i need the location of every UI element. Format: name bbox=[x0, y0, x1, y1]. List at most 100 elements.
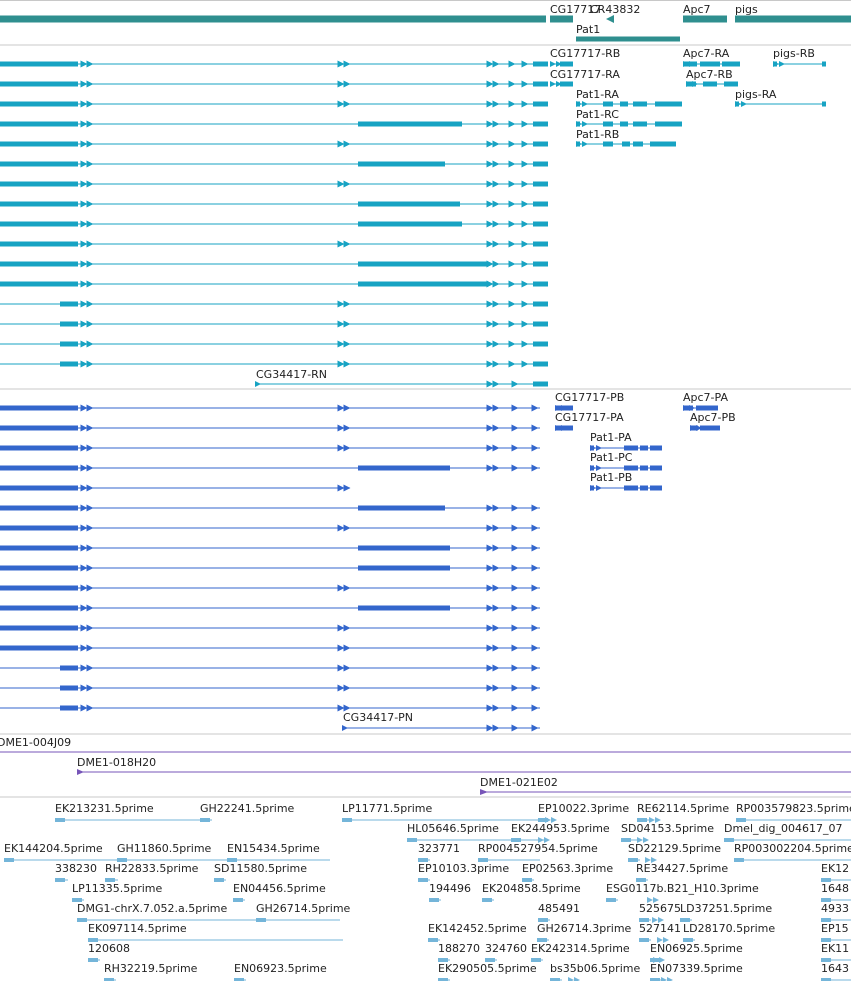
est-label[interactable]: EN06923.5prime bbox=[234, 962, 327, 975]
strand-arrow bbox=[508, 140, 516, 148]
transcript-label[interactable]: Apc7-RA bbox=[683, 47, 730, 60]
gene-label[interactable]: Pat1 bbox=[576, 23, 600, 36]
strand-arrow bbox=[508, 60, 516, 68]
est-label[interactable]: 1648 bbox=[821, 882, 849, 895]
transcript-label[interactable]: Pat1-RB bbox=[576, 128, 619, 141]
strand-arrow bbox=[80, 240, 88, 248]
transcript-label[interactable]: pigs-RB bbox=[773, 47, 815, 60]
est-label[interactable]: LD37251.5prime bbox=[680, 902, 772, 915]
est-label[interactable]: bs35b06.5prime bbox=[550, 962, 640, 975]
est-label[interactable]: SD11580.5prime bbox=[214, 862, 307, 875]
est-label[interactable]: Dmel_dig_004617_07 bbox=[724, 822, 843, 835]
est-label[interactable]: EK244953.5prime bbox=[511, 822, 610, 835]
est-label[interactable]: LD28170.5prime bbox=[683, 922, 775, 935]
est-label[interactable]: EK144204.5prime bbox=[4, 842, 103, 855]
strand-arrow bbox=[582, 141, 588, 147]
est-label[interactable]: 527141 bbox=[639, 922, 681, 935]
strand-arrow bbox=[486, 424, 494, 432]
est-label[interactable]: 194496 bbox=[429, 882, 471, 895]
est-label[interactable]: EK204858.5prime bbox=[482, 882, 581, 895]
gene-label[interactable]: pigs bbox=[735, 3, 758, 16]
transcript-label[interactable]: pigs-RA bbox=[735, 88, 777, 101]
est-label[interactable]: RP003002204.5prime bbox=[734, 842, 851, 855]
exon-block bbox=[358, 281, 488, 287]
transcript-label[interactable]: Apc7-RB bbox=[686, 68, 733, 81]
est-label[interactable]: EK242314.5prime bbox=[531, 942, 630, 955]
protein-label[interactable]: Pat1-PB bbox=[590, 471, 632, 484]
protein-label[interactable]: Apc7-PA bbox=[683, 391, 728, 404]
est-label[interactable]: GH26714.5prime bbox=[256, 902, 351, 915]
est-label[interactable]: EK11 bbox=[821, 942, 849, 955]
est-label[interactable]: 323771 bbox=[418, 842, 460, 855]
est-label[interactable]: LP11335.5prime bbox=[72, 882, 163, 895]
strand-arrow bbox=[343, 180, 351, 188]
protein-label[interactable]: Pat1-PA bbox=[590, 431, 632, 444]
est-label[interactable]: EN04456.5prime bbox=[233, 882, 326, 895]
est-label[interactable]: GH22241.5prime bbox=[200, 802, 295, 815]
transcript-label[interactable]: CG34417-RN bbox=[256, 368, 327, 381]
est-label[interactable]: 4933 bbox=[821, 902, 849, 915]
est-label[interactable]: 1643 bbox=[821, 962, 849, 975]
est-label[interactable]: RH32219.5prime bbox=[104, 962, 198, 975]
est-label[interactable]: RP003579823.5prime bbox=[736, 802, 851, 815]
est-label[interactable]: EN15434.5prime bbox=[227, 842, 320, 855]
clone-label[interactable]: DME1-004J09 bbox=[0, 736, 71, 749]
est-label[interactable]: LP11771.5prime bbox=[342, 802, 433, 815]
strand-arrow bbox=[649, 817, 655, 823]
est-label[interactable]: RE34427.5prime bbox=[636, 862, 728, 875]
transcript-label[interactable]: Pat1-RA bbox=[576, 88, 619, 101]
est-label[interactable]: EK142452.5prime bbox=[428, 922, 527, 935]
strand-arrow bbox=[337, 424, 345, 432]
strand-arrow bbox=[735, 101, 741, 107]
est-label[interactable]: EN07339.5prime bbox=[650, 962, 743, 975]
strand-arrow bbox=[486, 524, 494, 532]
strand-arrow bbox=[337, 320, 345, 328]
est-label[interactable]: 485491 bbox=[538, 902, 580, 915]
strand-arrow bbox=[80, 444, 88, 452]
transcript-label[interactable]: CG17717-RA bbox=[550, 68, 620, 81]
est-label[interactable]: 338230 bbox=[55, 862, 97, 875]
strand-arrow bbox=[486, 220, 494, 228]
strand-arrow bbox=[508, 280, 516, 288]
est-label[interactable]: GH26714.3prime bbox=[537, 922, 632, 935]
est-label[interactable]: ESG0117b.B21_H10.3prime bbox=[606, 882, 759, 895]
est-label[interactable]: GH11860.5prime bbox=[117, 842, 212, 855]
protein-label[interactable]: Apc7-PB bbox=[690, 411, 736, 424]
protein-label[interactable]: CG17717-PB bbox=[555, 391, 624, 404]
est-label[interactable]: HL05646.5prime bbox=[407, 822, 499, 835]
strand-arrow bbox=[561, 405, 567, 411]
clone-label[interactable]: DME1-018H20 bbox=[77, 756, 156, 769]
est-label[interactable]: EK213231.5prime bbox=[55, 802, 154, 815]
transcript-label[interactable]: CG17717-RB bbox=[550, 47, 620, 60]
est-label[interactable]: EK290505.5prime bbox=[438, 962, 537, 975]
gene-label[interactable]: Apc7 bbox=[683, 3, 711, 16]
strand-arrow bbox=[337, 100, 345, 108]
clone-label[interactable]: DME1-021E02 bbox=[480, 776, 558, 789]
est-label[interactable]: EN06925.5prime bbox=[650, 942, 743, 955]
protein-label[interactable]: Pat1-PC bbox=[590, 451, 633, 464]
protein-label[interactable]: CG17717-PA bbox=[555, 411, 624, 424]
protein-label[interactable]: CG34417-PN bbox=[343, 711, 413, 724]
est-label[interactable]: EK097114.5prime bbox=[88, 922, 187, 935]
est-label[interactable]: EP10103.3prime bbox=[418, 862, 509, 875]
est-label[interactable]: EK12 bbox=[821, 862, 849, 875]
strand-arrow bbox=[86, 120, 94, 128]
est-label[interactable]: RP004527954.5prime bbox=[478, 842, 598, 855]
est-label[interactable]: SD04153.5prime bbox=[621, 822, 714, 835]
est-label[interactable]: 188270 bbox=[438, 942, 480, 955]
est-label[interactable]: RH22833.5prime bbox=[105, 862, 199, 875]
est-label[interactable]: EP10022.3prime bbox=[538, 802, 629, 815]
est-label[interactable]: 525675 bbox=[639, 902, 681, 915]
est-label[interactable]: 120608 bbox=[88, 942, 130, 955]
exon-block bbox=[533, 281, 548, 287]
gene-label[interactable]: CR43832 bbox=[590, 3, 640, 16]
est-label[interactable]: DMG1-chrX.7.052.a.5prime bbox=[77, 902, 228, 915]
est-label[interactable]: RE62114.5prime bbox=[637, 802, 729, 815]
est-label[interactable]: SD22129.5prime bbox=[628, 842, 721, 855]
est-label[interactable]: EP15 bbox=[821, 922, 849, 935]
est-label[interactable]: EP02563.3prime bbox=[522, 862, 613, 875]
transcript-label[interactable]: Pat1-RC bbox=[576, 108, 619, 121]
gene-label[interactable]: CG17717 bbox=[550, 3, 601, 16]
est-label[interactable]: 324760 bbox=[485, 942, 527, 955]
